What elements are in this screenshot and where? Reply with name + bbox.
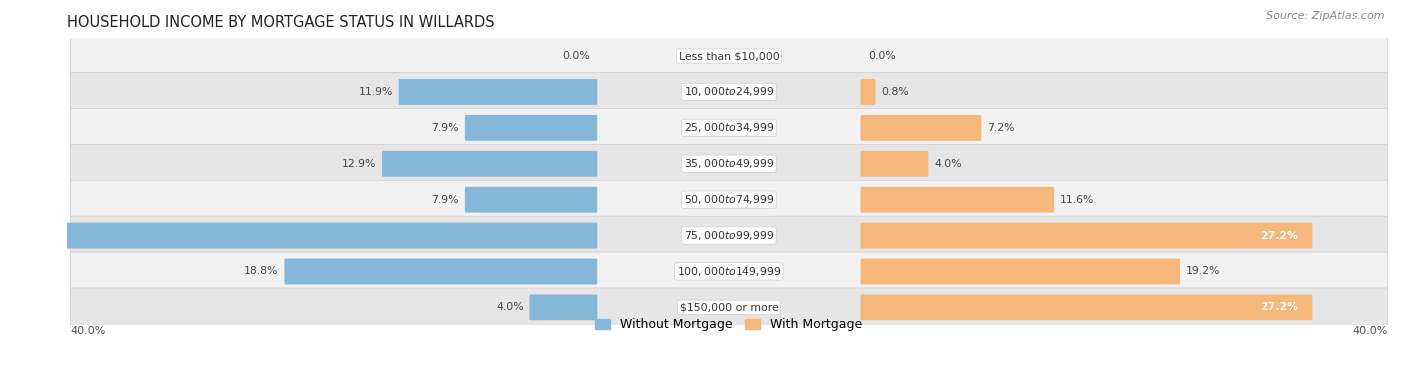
- FancyBboxPatch shape: [465, 115, 598, 141]
- FancyBboxPatch shape: [70, 180, 1388, 219]
- FancyBboxPatch shape: [70, 252, 1388, 291]
- FancyBboxPatch shape: [284, 259, 598, 284]
- Text: $25,000 to $34,999: $25,000 to $34,999: [683, 121, 775, 134]
- Text: 18.8%: 18.8%: [245, 266, 278, 276]
- Text: $75,000 to $99,999: $75,000 to $99,999: [683, 229, 775, 242]
- Text: $10,000 to $24,999: $10,000 to $24,999: [683, 85, 775, 98]
- Text: $150,000 or more: $150,000 or more: [679, 302, 779, 312]
- Text: 40.0%: 40.0%: [70, 326, 105, 336]
- Text: 7.9%: 7.9%: [432, 195, 460, 204]
- Text: 11.9%: 11.9%: [359, 87, 392, 97]
- FancyBboxPatch shape: [0, 223, 598, 248]
- FancyBboxPatch shape: [860, 259, 1180, 284]
- Text: 4.0%: 4.0%: [496, 302, 523, 312]
- Text: 11.6%: 11.6%: [1060, 195, 1094, 204]
- Text: 7.2%: 7.2%: [987, 123, 1015, 133]
- Text: Less than $10,000: Less than $10,000: [679, 51, 779, 61]
- Legend: Without Mortgage, With Mortgage: Without Mortgage, With Mortgage: [591, 313, 868, 336]
- FancyBboxPatch shape: [860, 79, 876, 105]
- FancyBboxPatch shape: [860, 187, 1054, 212]
- FancyBboxPatch shape: [860, 151, 928, 177]
- Text: 27.2%: 27.2%: [1260, 302, 1298, 312]
- Text: 0.0%: 0.0%: [868, 51, 896, 61]
- Text: 7.9%: 7.9%: [432, 123, 460, 133]
- FancyBboxPatch shape: [70, 108, 1388, 147]
- Text: 40.0%: 40.0%: [1353, 326, 1388, 336]
- Text: Source: ZipAtlas.com: Source: ZipAtlas.com: [1267, 11, 1385, 21]
- Text: 19.2%: 19.2%: [1185, 266, 1220, 276]
- FancyBboxPatch shape: [70, 216, 1388, 255]
- FancyBboxPatch shape: [70, 37, 1388, 76]
- FancyBboxPatch shape: [399, 79, 598, 105]
- Text: 0.8%: 0.8%: [882, 87, 908, 97]
- Text: 4.0%: 4.0%: [934, 159, 962, 169]
- Text: HOUSEHOLD INCOME BY MORTGAGE STATUS IN WILLARDS: HOUSEHOLD INCOME BY MORTGAGE STATUS IN W…: [66, 15, 495, 30]
- Text: $50,000 to $74,999: $50,000 to $74,999: [683, 193, 775, 206]
- FancyBboxPatch shape: [70, 288, 1388, 327]
- Text: $100,000 to $149,999: $100,000 to $149,999: [676, 265, 780, 278]
- FancyBboxPatch shape: [860, 115, 981, 141]
- Text: 27.2%: 27.2%: [1260, 231, 1298, 240]
- FancyBboxPatch shape: [465, 187, 598, 212]
- FancyBboxPatch shape: [382, 151, 598, 177]
- FancyBboxPatch shape: [860, 294, 1312, 320]
- Text: 12.9%: 12.9%: [342, 159, 377, 169]
- Text: 36.6%: 36.6%: [4, 231, 42, 240]
- Text: $35,000 to $49,999: $35,000 to $49,999: [683, 157, 775, 170]
- Text: 0.0%: 0.0%: [562, 51, 591, 61]
- FancyBboxPatch shape: [860, 223, 1312, 248]
- FancyBboxPatch shape: [530, 294, 598, 320]
- FancyBboxPatch shape: [70, 144, 1388, 183]
- FancyBboxPatch shape: [70, 73, 1388, 112]
